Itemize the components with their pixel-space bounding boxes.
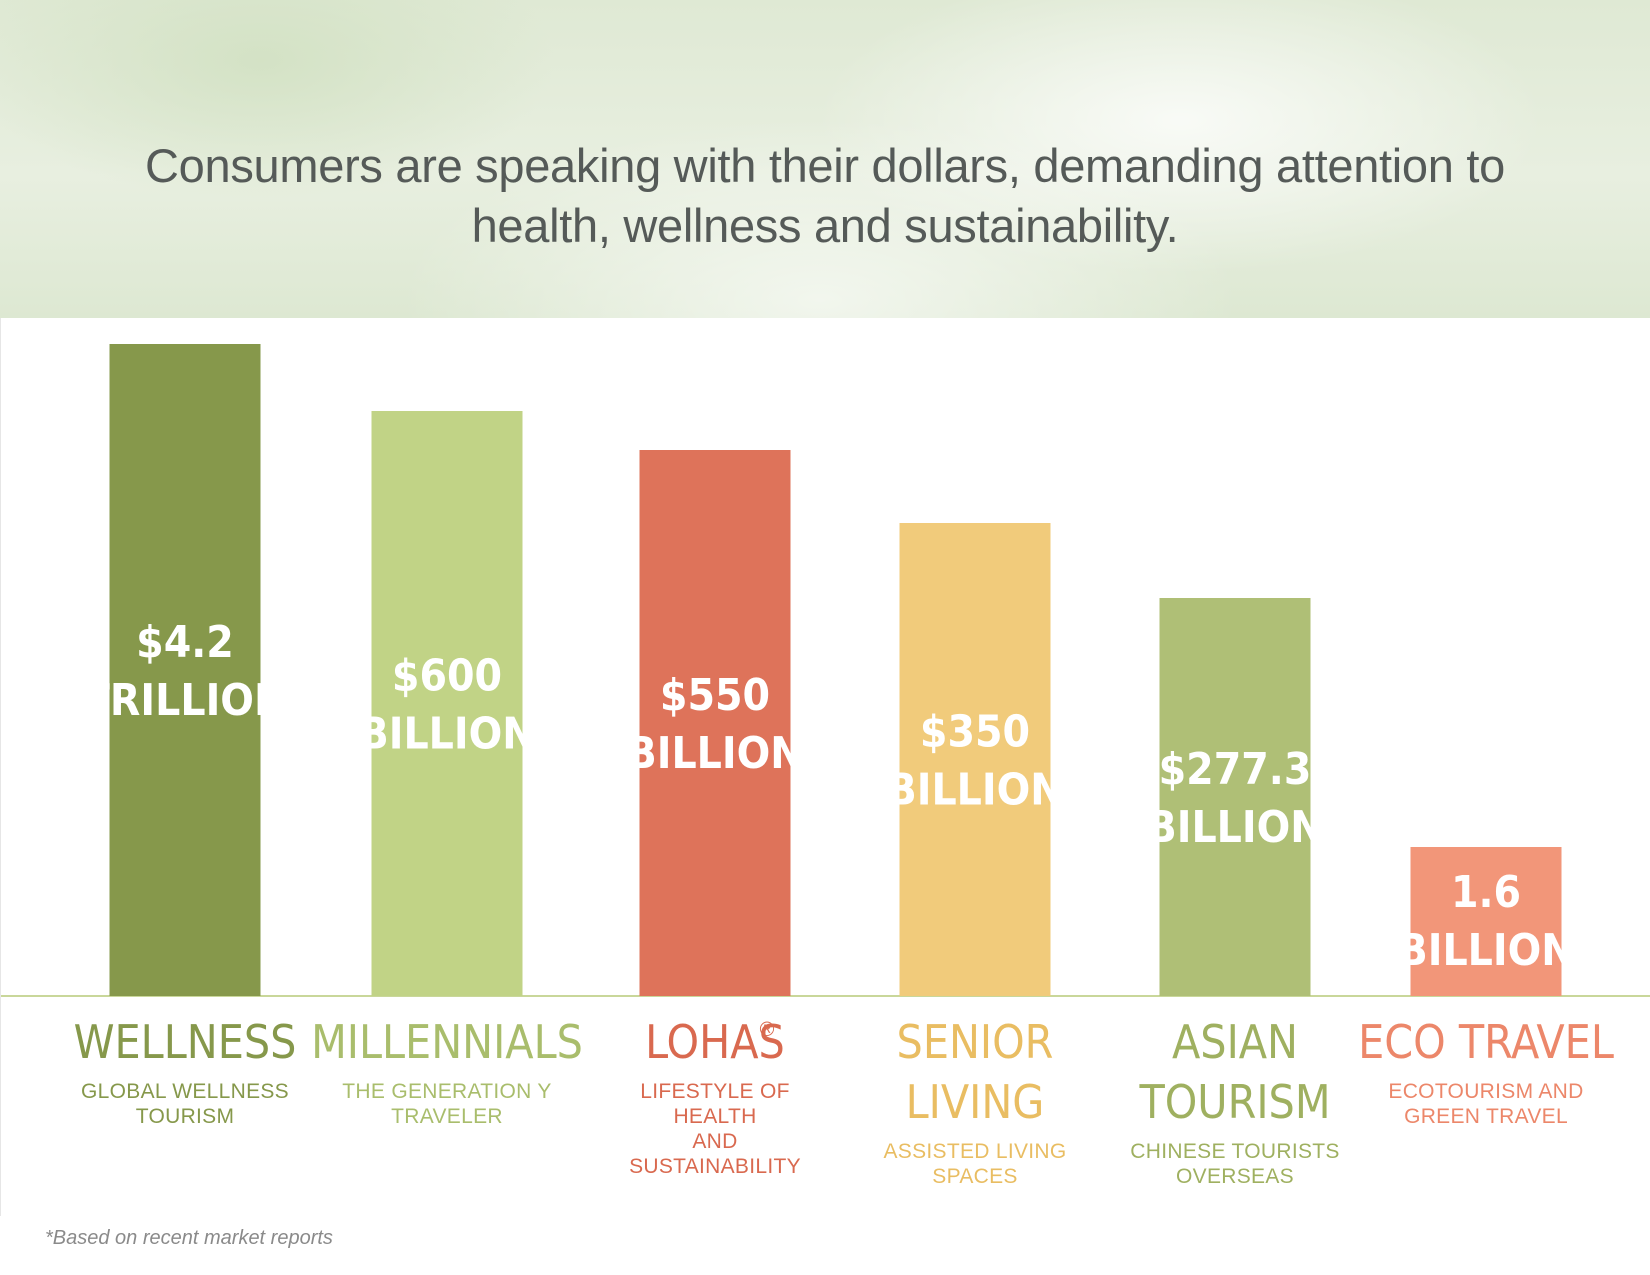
bar-value-label: BILLION	[887, 765, 1064, 816]
bar-value-label: $550	[660, 670, 770, 721]
bar-value-label: BILLION	[627, 728, 804, 779]
category-label: LOHAS	[645, 1015, 785, 1069]
category-label: TOURISM	[1138, 1075, 1330, 1129]
bar-value-label: $277.3	[1159, 744, 1312, 795]
header-background: Consumers are speaking with their dollar…	[0, 0, 1650, 318]
bar-value-label: $350	[920, 707, 1030, 758]
bar-millennials	[371, 411, 523, 996]
category-subtitle: TRAVELER	[391, 1105, 503, 1128]
bar-value-label: BILLION	[359, 709, 536, 760]
category-label: ASIAN	[1172, 1015, 1298, 1069]
bar-eco-travel	[1410, 847, 1562, 996]
category-label: MILLENNIALS	[311, 1015, 583, 1069]
category-label: LIVING	[906, 1075, 1045, 1129]
bar-value-label: 1.6	[1451, 867, 1521, 918]
bar-value-label: TRILLION	[83, 675, 287, 726]
category-subtitle: SPACES	[932, 1165, 1017, 1188]
bar-lohas	[639, 450, 791, 996]
category-subtitle: TOURISM	[136, 1105, 235, 1128]
bar-value-label: BILLION	[1398, 925, 1575, 976]
category-label: ECO TRAVEL	[1358, 1015, 1614, 1069]
category-label: SENIOR	[897, 1015, 1054, 1069]
category-subtitle: ASSISTED LIVING	[883, 1140, 1066, 1163]
category-subtitle: OVERSEAS	[1176, 1165, 1294, 1188]
category-subtitle: ECOTOURISM AND	[1388, 1080, 1583, 1103]
bar-senior-living	[899, 523, 1051, 996]
bar-wellness	[109, 344, 261, 996]
category-subtitle: AND	[692, 1130, 737, 1153]
category-subtitle: HEALTH	[673, 1105, 756, 1128]
registered-mark: ®	[760, 1019, 775, 1041]
category-subtitle: SUSTAINABILITY	[629, 1155, 801, 1178]
category-subtitle: GREEN TRAVEL	[1404, 1105, 1568, 1128]
category-label: WELLNESS	[74, 1015, 297, 1069]
category-subtitle: GLOBAL WELLNESS	[81, 1080, 289, 1103]
bar-value-label: BILLION	[1147, 802, 1324, 853]
chart-panel: $4.2 TRILLION WELLNESS GLOBAL WELLNESS TOURI…	[0, 318, 1650, 1216]
bar-value-label: $4.2	[136, 617, 234, 668]
category-subtitle: THE GENERATION Y	[342, 1080, 551, 1103]
category-subtitle: LIFESTYLE OF	[640, 1080, 789, 1103]
bar-value-label: $600	[392, 651, 502, 702]
category-subtitle: CHINESE TOURISTS	[1130, 1140, 1339, 1163]
footnote: *Based on recent market reports	[45, 1227, 333, 1249]
page-title: Consumers are speaking with their dollar…	[145, 139, 1505, 252]
bar-asian-tourism	[1159, 598, 1311, 996]
